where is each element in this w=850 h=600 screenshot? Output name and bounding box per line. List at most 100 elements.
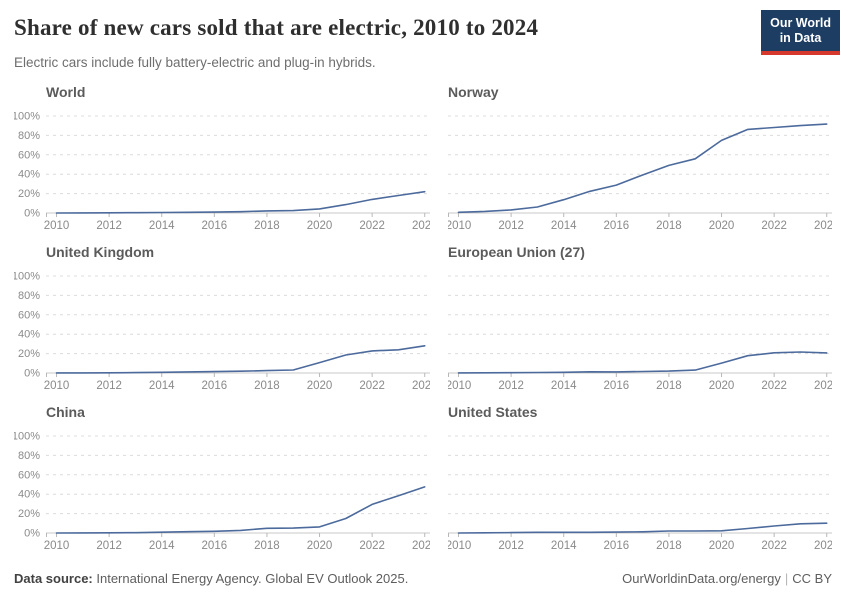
chart-panel-world: World 0% 20% 40% 60% 80% 100% 2010 2012 2014 2016 2… bbox=[14, 84, 430, 234]
x-axis-label: 2022 bbox=[761, 220, 787, 232]
y-axis-label: 80% bbox=[18, 130, 40, 142]
x-axis-label: 2014 bbox=[551, 380, 577, 392]
y-axis-label: 0% bbox=[24, 528, 40, 540]
x-axis-label: 2016 bbox=[202, 380, 228, 392]
x-axis-label: 2020 bbox=[307, 540, 333, 552]
line-chart-european-union-27: 2010 2012 2014 2016 2018 2020 2022 2024 bbox=[448, 275, 832, 392]
x-axis-label: 2024 bbox=[412, 220, 430, 232]
line-chart-china: 0% 20% 40% 60% 80% 100% 2010 2012 2014 2016 2018 20… bbox=[14, 432, 430, 552]
panel-title-european-union-27: European Union (27) bbox=[448, 244, 585, 260]
x-axis-label: 2024 bbox=[814, 380, 832, 392]
x-axis-label: 2012 bbox=[96, 220, 122, 232]
x-axis-label: 2018 bbox=[656, 380, 682, 392]
x-axis-label: 2010 bbox=[448, 380, 471, 392]
x-axis-label: 2010 bbox=[44, 380, 70, 392]
data-source-text: International Energy Agency. Global EV O… bbox=[92, 571, 409, 586]
panel-title-china: China bbox=[46, 404, 85, 420]
x-axis-label: 2016 bbox=[604, 220, 630, 232]
data-line-united-states bbox=[457, 522, 828, 534]
x-axis-label: 2024 bbox=[412, 380, 430, 392]
data-source: Data source: International Energy Agency… bbox=[14, 571, 408, 586]
chart-panel-china: China 0% 20% 40% 60% 80% 100% 2010 2012 2014 2016 2… bbox=[14, 404, 430, 554]
y-axis-label: 60% bbox=[18, 309, 40, 321]
chart-panel-united-kingdom: United Kingdom 0% 20% 40% 60% 80% 100% 2010 2012… bbox=[14, 244, 430, 394]
panel-title-norway: Norway bbox=[448, 84, 499, 100]
page-footer: Data source: International Energy Agency… bbox=[14, 571, 832, 586]
x-axis-label: 2012 bbox=[498, 540, 524, 552]
x-axis-label: 2018 bbox=[254, 540, 280, 552]
data-line-european-union-27 bbox=[457, 351, 828, 374]
x-axis-label: 2014 bbox=[149, 540, 175, 552]
x-axis-label: 2014 bbox=[551, 220, 577, 232]
y-axis-label: 40% bbox=[18, 489, 40, 501]
x-axis-label: 2020 bbox=[709, 220, 735, 232]
x-axis-label: 2022 bbox=[761, 540, 787, 552]
x-axis-label: 2016 bbox=[604, 540, 630, 552]
page-title: Share of new cars sold that are electric… bbox=[14, 15, 539, 40]
y-axis-label: 20% bbox=[18, 348, 40, 360]
x-axis-label: 2018 bbox=[656, 220, 682, 232]
owid-logo-line2: in Data bbox=[779, 31, 822, 45]
x-axis-label: 2024 bbox=[814, 540, 832, 552]
x-axis-label: 2018 bbox=[656, 540, 682, 552]
x-axis-label: 2018 bbox=[254, 380, 280, 392]
y-axis-label: 80% bbox=[18, 290, 40, 302]
data-line-norway bbox=[457, 123, 828, 214]
x-axis-label: 2010 bbox=[44, 220, 70, 232]
x-axis-label: 2012 bbox=[96, 380, 122, 392]
x-axis-label: 2020 bbox=[307, 220, 333, 232]
y-axis-label: 60% bbox=[18, 469, 40, 481]
owid-logo-line1: Our World bbox=[770, 16, 831, 30]
y-axis-label: 100% bbox=[14, 272, 40, 283]
owid-url-link[interactable]: OurWorldinData.org/energy bbox=[622, 571, 781, 586]
data-source-label: Data source: bbox=[14, 571, 93, 586]
chart-panel-norway: Norway 2010 2012 2014 2016 2018 2020 2022 2024 bbox=[448, 84, 832, 234]
x-axis-label: 2024 bbox=[412, 540, 430, 552]
x-axis-label: 2014 bbox=[149, 220, 175, 232]
y-axis-label: 0% bbox=[24, 368, 40, 380]
panel-title-united-kingdom: United Kingdom bbox=[46, 244, 155, 260]
data-line-world bbox=[55, 190, 426, 214]
line-chart-world: 0% 20% 40% 60% 80% 100% 2010 2012 2014 2016 2018 20… bbox=[14, 112, 430, 232]
x-axis-label: 2010 bbox=[448, 220, 471, 232]
chart-panel-european-union-27: European Union (27) 2010 2012 2014 2016 2018 2… bbox=[448, 244, 832, 394]
line-chart-united-kingdom: 0% 20% 40% 60% 80% 100% 2010 2012 2014 2016 2018 20… bbox=[14, 272, 430, 392]
x-axis-label: 2022 bbox=[359, 540, 385, 552]
x-axis-label: 2012 bbox=[96, 540, 122, 552]
chart-panel-united-states: United States 2010 2012 2014 2016 2018 2020 202… bbox=[448, 404, 832, 554]
footer-right: OurWorldinData.org/energy | CC BY bbox=[622, 571, 832, 586]
license-link[interactable]: CC BY bbox=[792, 571, 832, 586]
data-line-china bbox=[55, 486, 426, 534]
owid-logo[interactable]: Our World in Data bbox=[761, 10, 840, 55]
x-axis-label: 2020 bbox=[307, 380, 333, 392]
x-axis-label: 2020 bbox=[709, 380, 735, 392]
x-axis-label: 2016 bbox=[604, 380, 630, 392]
x-axis-label: 2016 bbox=[202, 540, 228, 552]
y-axis-label: 20% bbox=[18, 508, 40, 520]
y-axis-label: 20% bbox=[18, 188, 40, 200]
footer-separator: | bbox=[784, 571, 789, 586]
x-axis-label: 2016 bbox=[202, 220, 228, 232]
y-axis-label: 40% bbox=[18, 169, 40, 181]
y-axis-label: 100% bbox=[14, 432, 40, 443]
x-axis-label: 2024 bbox=[814, 220, 832, 232]
x-axis-label: 2014 bbox=[551, 540, 577, 552]
panel-title-world: World bbox=[46, 84, 86, 100]
y-axis-label: 100% bbox=[14, 112, 40, 123]
chart-header: Share of new cars sold that are electric… bbox=[0, 0, 850, 70]
x-axis-label: 2022 bbox=[359, 380, 385, 392]
y-axis-label: 40% bbox=[18, 329, 40, 341]
y-axis-label: 60% bbox=[18, 149, 40, 161]
panel-title-united-states: United States bbox=[448, 404, 538, 420]
charts-grid: World 0% 20% 40% 60% 80% 100% 2010 2012 2014 2016 2… bbox=[14, 84, 832, 554]
line-chart-norway: 2010 2012 2014 2016 2018 2020 2022 2024 bbox=[448, 115, 832, 232]
x-axis-label: 2022 bbox=[359, 220, 385, 232]
x-axis-label: 2020 bbox=[709, 540, 735, 552]
x-axis-label: 2018 bbox=[254, 220, 280, 232]
x-axis-label: 2022 bbox=[761, 380, 787, 392]
x-axis-label: 2010 bbox=[44, 540, 70, 552]
y-axis-label: 0% bbox=[24, 208, 40, 220]
x-axis-label: 2012 bbox=[498, 220, 524, 232]
x-axis-label: 2014 bbox=[149, 380, 175, 392]
chart-subtitle: Electric cars include fully battery-elec… bbox=[14, 55, 376, 70]
